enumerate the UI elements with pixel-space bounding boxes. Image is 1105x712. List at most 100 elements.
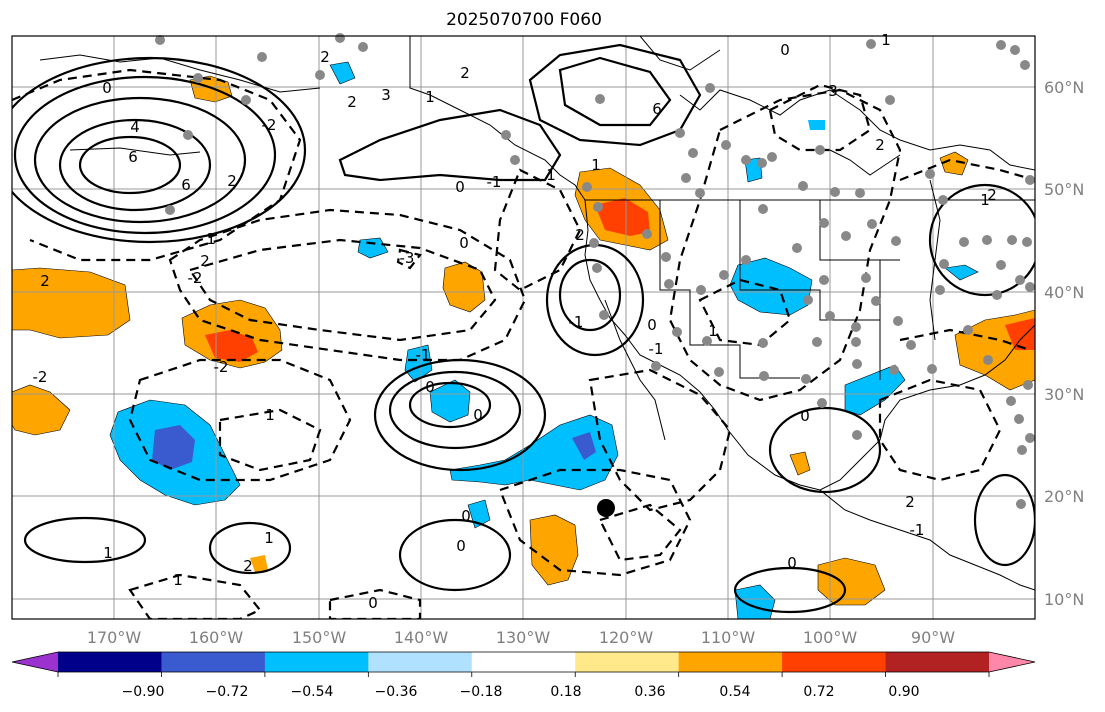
lon-label: 110°W xyxy=(701,628,756,647)
contour-label: -2 xyxy=(262,116,277,134)
map-title: 2025070700 F060 xyxy=(446,10,602,30)
contour-label: 2 xyxy=(575,226,585,244)
colorbar-swatch xyxy=(575,652,680,672)
colorbar-swatch xyxy=(782,652,887,672)
colorbar-tick-labels: −0.90 −0.72 −0.54 −0.36 −0.18 0.18 0.36 … xyxy=(122,684,920,700)
contour-label: 3 xyxy=(381,86,391,104)
colorbar-swatch xyxy=(368,652,473,672)
colorbar-tick-label: −0.90 xyxy=(122,684,165,700)
contour-label: 1 xyxy=(173,571,183,589)
colorbar-tick-label: −0.54 xyxy=(291,684,334,700)
lon-label: 140°W xyxy=(394,628,449,647)
contour-label: 0 xyxy=(368,594,378,612)
storm-marker xyxy=(597,499,615,517)
contour-label: 1 xyxy=(708,322,718,340)
contour-label: 0 xyxy=(780,41,790,59)
lon-label: 130°W xyxy=(496,628,551,647)
colorbar-swatch xyxy=(264,652,369,672)
contour-label: 1 xyxy=(980,191,990,209)
coastlines xyxy=(39,36,1035,591)
gridlines xyxy=(12,36,1035,619)
colorbar-tick-label: −0.18 xyxy=(460,684,503,700)
lon-label: 120°W xyxy=(599,628,654,647)
contour-label: -1 xyxy=(910,521,925,539)
colorbar-tick-label: −0.36 xyxy=(375,684,418,700)
contour-label: 0 xyxy=(455,178,465,196)
colorbar-tick-label: 0.72 xyxy=(803,684,834,700)
contour-label: -1 xyxy=(487,173,502,191)
contour-label: 0 xyxy=(425,378,435,396)
dashed-contours xyxy=(12,68,1035,619)
contour-label: 2 xyxy=(460,64,470,82)
contour-label: 1 xyxy=(264,529,274,547)
contour-label: -3 xyxy=(400,249,415,267)
lon-label: 160°W xyxy=(189,628,244,647)
colorbar-swatch xyxy=(58,652,162,672)
colorbar-tick-label: 0.90 xyxy=(888,684,919,700)
contour-label: 1 xyxy=(881,31,891,49)
latitude-labels: 60°N 50°N 40°N 30°N 20°N 10°N xyxy=(1044,78,1084,609)
contour-label: 2 xyxy=(227,172,237,190)
contour-label: 6 xyxy=(181,176,191,194)
colorbar-tick-label: 0.18 xyxy=(550,684,581,700)
colorbar-swatch xyxy=(471,652,576,672)
longitude-labels: 170°W 160°W 150°W 140°W 130°W 120°W 110°… xyxy=(87,628,955,647)
contour-label: 6 xyxy=(128,148,138,166)
contour-label: 0 xyxy=(456,537,466,555)
contour-label: 2 xyxy=(347,93,357,111)
contour-label: 0 xyxy=(459,234,469,252)
contour-label: -2 xyxy=(33,368,48,386)
contour-label: 2 xyxy=(905,493,915,511)
contour-label: 0 xyxy=(473,406,483,424)
contour-label: 0 xyxy=(787,554,797,572)
lat-label: 10°N xyxy=(1044,590,1084,609)
lat-label: 50°N xyxy=(1044,180,1084,199)
contour-label: -2 xyxy=(188,269,203,287)
colorbar-tick-label: 0.54 xyxy=(719,684,750,700)
contour-label: 2 xyxy=(40,272,50,290)
contour-label: 1 xyxy=(206,230,216,248)
contour-label: 2 xyxy=(320,48,330,66)
contour-label: 3 xyxy=(828,82,838,100)
colorbar-swatch xyxy=(161,652,266,672)
lon-label: 100°W xyxy=(803,628,858,647)
shaded-anomaly-regions xyxy=(12,61,1035,619)
contour-label: 2 xyxy=(200,252,210,270)
contour-label: 0 xyxy=(647,316,657,334)
colorbar-tick-label: 0.36 xyxy=(634,684,665,700)
contour-label: 2 xyxy=(243,557,253,575)
contour-label: 1 xyxy=(425,88,435,106)
lat-label: 30°N xyxy=(1044,385,1084,404)
map-frame xyxy=(11,35,1036,620)
contours xyxy=(12,43,1035,614)
lat-label: 60°N xyxy=(1044,78,1084,97)
colorbar-swatch xyxy=(678,652,783,672)
lon-label: 150°W xyxy=(292,628,347,647)
colorbar-tick-label: −0.72 xyxy=(206,684,249,700)
contour-label: 2 xyxy=(987,186,997,204)
colorbar xyxy=(11,651,1036,677)
contour-label: -1 xyxy=(569,313,584,331)
lat-label: 40°N xyxy=(1044,283,1084,302)
contour-label: 0 xyxy=(800,407,810,425)
contour-label: -1 xyxy=(649,340,664,358)
station-dots xyxy=(155,33,1035,509)
contour-label: -1 xyxy=(416,346,431,364)
contour-label: 6 xyxy=(652,100,662,118)
contour-label: 1 xyxy=(265,406,275,424)
contour-label: -2 xyxy=(214,358,229,376)
contour-label: 1 xyxy=(103,544,113,562)
colorbar-swatch xyxy=(885,652,990,672)
contour-label: 0 xyxy=(461,507,471,525)
contour-label: 2 xyxy=(875,136,885,154)
contour-label: 0 xyxy=(102,79,112,97)
contour-label: 1 xyxy=(591,156,601,174)
colorbar-swatch xyxy=(989,652,1035,672)
lon-label: 90°W xyxy=(911,628,955,647)
colorbar-swatch xyxy=(12,652,58,672)
contour-label: 4 xyxy=(130,118,140,136)
lon-label: 170°W xyxy=(87,628,142,647)
lat-label: 20°N xyxy=(1044,487,1084,506)
